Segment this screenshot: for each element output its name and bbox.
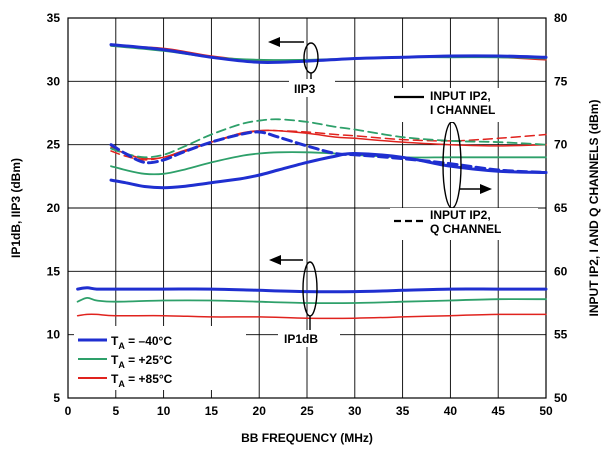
y-left-tick-label: 15 bbox=[47, 264, 61, 278]
legend-entry: TA = –40°C bbox=[111, 334, 172, 351]
y-right-tick-label: 50 bbox=[554, 391, 568, 405]
iip3-40-curve bbox=[109, 43, 548, 64]
x-tick-label: 45 bbox=[492, 404, 506, 418]
y-right-tick-label: 60 bbox=[554, 264, 568, 278]
x-tick-label: 30 bbox=[348, 404, 362, 418]
ip1db-25-curve bbox=[76, 296, 547, 305]
legend-entry: TA = +25°C bbox=[111, 353, 173, 370]
ip2-i-label-line2: I CHANNEL bbox=[430, 103, 495, 117]
y-left-tick-label: 20 bbox=[47, 201, 61, 215]
legend-entry-text: = –40°C bbox=[125, 334, 172, 348]
x-tick-label: 40 bbox=[444, 404, 458, 418]
plot-frame bbox=[67, 17, 547, 399]
x-tick-label: 10 bbox=[157, 404, 171, 418]
iip3-label-bg bbox=[289, 79, 335, 97]
y-left-tick-label: 35 bbox=[47, 11, 61, 25]
y-left-tick-label: 25 bbox=[47, 138, 61, 152]
input-ip2-q-channel-25-curve bbox=[110, 118, 547, 159]
input-ip2-q-channel-85-curve bbox=[110, 129, 547, 161]
x-tick-label: 35 bbox=[396, 404, 410, 418]
x-tick-label: 5 bbox=[112, 404, 119, 418]
y-right-tick-label: 80 bbox=[554, 11, 568, 25]
x-tick-label: 50 bbox=[539, 404, 553, 418]
input-ip2-q-channel-40-curve bbox=[109, 130, 548, 174]
ip2-q-label-line2: Q CHANNEL bbox=[430, 222, 501, 236]
x-axis-label: BB FREQUENCY (MHz) bbox=[241, 431, 373, 445]
annotations: IIP3 INPUT IP2, I CHANNEL INPUT IP2, Q C… bbox=[268, 37, 538, 347]
iip3-ellipse bbox=[303, 42, 319, 74]
legend-entry: TA = +85°C bbox=[111, 372, 173, 389]
ip2-i-label-line1: INPUT IP2, bbox=[430, 89, 491, 103]
y-right-tick-label: 70 bbox=[554, 138, 568, 152]
x-tick-label: 15 bbox=[205, 404, 219, 418]
y-right-tick-label: 75 bbox=[554, 74, 568, 88]
ip2-arrow-head bbox=[480, 184, 492, 194]
tick-labels: 0 5 10 15 20 25 30 35 40 45 5051015202530355055606… bbox=[47, 11, 568, 418]
legend-subscript: A bbox=[118, 360, 125, 370]
y-left-tick-label: 10 bbox=[47, 328, 61, 342]
ip1db-ellipse bbox=[302, 261, 318, 317]
ip1db-label-bg bbox=[278, 330, 340, 347]
legend-entry-text: = +85°C bbox=[125, 372, 173, 386]
ip2-q-label-bg bbox=[390, 208, 538, 240]
curves bbox=[76, 43, 548, 320]
x-tick-label: 20 bbox=[253, 404, 267, 418]
y-axis-label-right: INPUT IP2, I AND Q CHANNELS (dBm) bbox=[587, 100, 601, 317]
legend: TA = –40°C TA = +25°C TA = +85°C bbox=[74, 326, 246, 390]
y-right-tick-label: 65 bbox=[554, 201, 568, 215]
y-axis-label-left: IP1dB, IIP3 (dBm) bbox=[9, 158, 23, 258]
ip2-q-label-line1: INPUT IP2, bbox=[430, 208, 491, 222]
input-ip2-i-channel-40-curve bbox=[109, 151, 548, 190]
legend-subscript: A bbox=[118, 341, 125, 351]
x-tick-label: 0 bbox=[65, 404, 72, 418]
input-ip2-i-channel-25-curve bbox=[110, 151, 547, 176]
iip3-label: IIP3 bbox=[294, 82, 316, 96]
legend-subscript: A bbox=[118, 379, 125, 389]
ip1db-label: IP1dB bbox=[284, 332, 318, 346]
ip2-i-label-bg bbox=[390, 88, 538, 122]
iip3-arrow-head bbox=[268, 37, 280, 47]
y-left-tick-label: 30 bbox=[47, 74, 61, 88]
y-left-tick-label: 5 bbox=[53, 391, 60, 405]
ip1db-arrow-head bbox=[269, 255, 281, 265]
legend-entry-text: = +25°C bbox=[125, 353, 173, 367]
y-right-tick-label: 55 bbox=[554, 328, 568, 342]
x-tick-label: 25 bbox=[300, 404, 314, 418]
ip1db-85-curve bbox=[76, 313, 547, 320]
ip1db-40-curve bbox=[76, 286, 548, 294]
